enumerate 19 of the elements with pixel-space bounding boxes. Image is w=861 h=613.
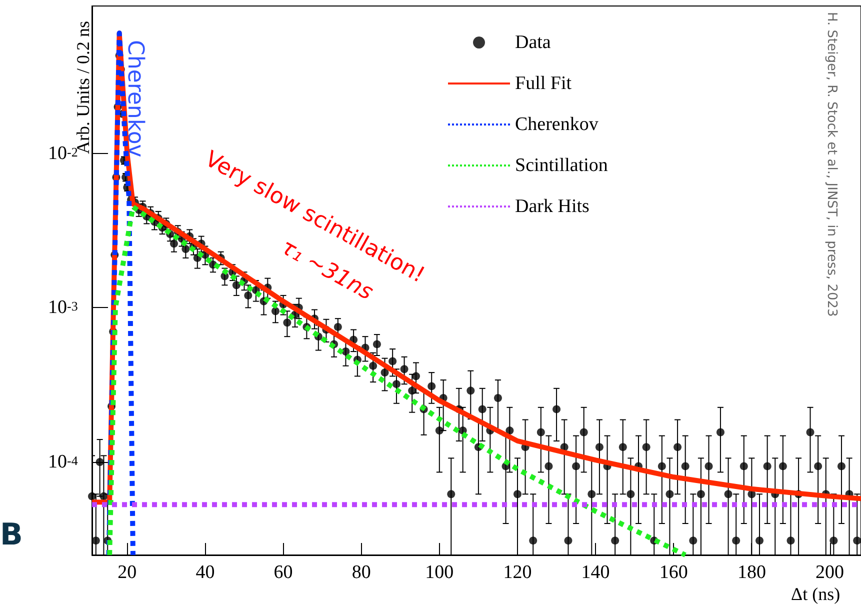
x-tick-label: 100 — [425, 562, 454, 583]
legend-label: Dark Hits — [515, 196, 590, 217]
legend-label: Data — [515, 32, 552, 53]
x-axis-title: Δt (ns) — [791, 584, 840, 604]
x-tick-label: 180 — [737, 562, 766, 583]
x-tick-label: 80 — [352, 562, 371, 583]
legend-label: Full Fit — [515, 73, 572, 94]
annotation: Cherenkov — [122, 40, 148, 158]
x-tick-label: 60 — [274, 562, 293, 583]
annotation: H. Steiger, R. Stock et al., JINST, in press, 2023 — [824, 12, 839, 317]
x-tick-label: 200 — [816, 562, 844, 583]
x-tick-label: 160 — [659, 562, 688, 583]
x-tick-label: 120 — [503, 562, 532, 583]
legend-label: Scintillation — [515, 155, 608, 176]
text: B — [0, 518, 23, 552]
x-tick-label: 20 — [118, 562, 137, 583]
legend-label: Cherenkov — [515, 114, 599, 135]
x-tick-label: 40 — [196, 562, 215, 583]
x-tick-label: 140 — [581, 562, 610, 583]
